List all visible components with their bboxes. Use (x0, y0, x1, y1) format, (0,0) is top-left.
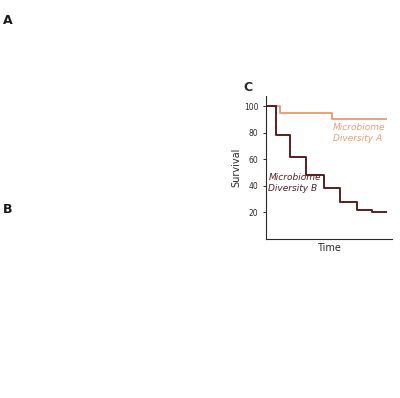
Text: Microbiome
Diversity B: Microbiome Diversity B (268, 173, 321, 193)
Text: C: C (243, 81, 252, 94)
Text: A: A (3, 14, 12, 27)
X-axis label: Time: Time (317, 243, 341, 253)
Text: B: B (3, 203, 12, 216)
Y-axis label: Survival: Survival (231, 148, 241, 187)
Text: Microbiome
Diversity A: Microbiome Diversity A (333, 123, 386, 143)
